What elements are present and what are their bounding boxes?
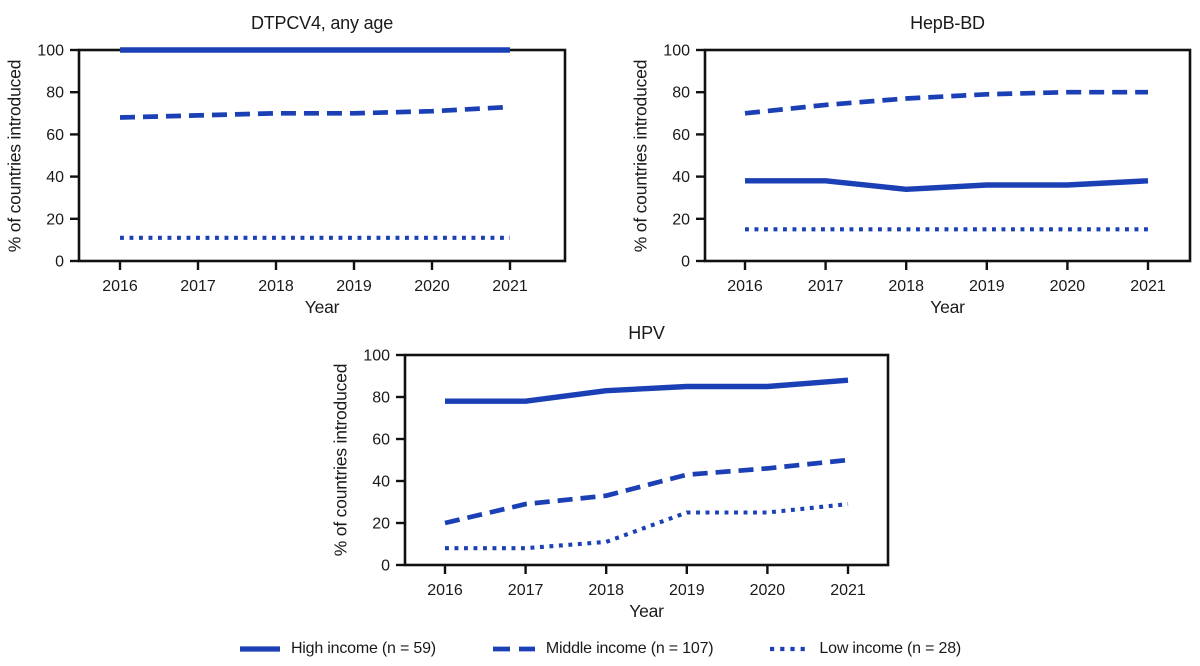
x-tick-label: 2019 <box>669 582 705 599</box>
x-tick-label: 2021 <box>1130 278 1166 295</box>
y-tick-label: 80 <box>372 390 390 407</box>
chart-panel-dtpcv4: DTPCV4, any age % of countries introduce… <box>5 13 567 317</box>
y-axis-label: % of countries introduced <box>4 59 25 252</box>
x-tick-label: 2016 <box>102 278 138 295</box>
x-tick-label: 2020 <box>414 278 450 295</box>
plot-frame <box>77 48 567 263</box>
y-tick-label: 20 <box>372 516 390 533</box>
x-tick-label: 2021 <box>492 278 528 295</box>
y-tick-label: 100 <box>663 43 690 60</box>
series-line-dashed <box>744 89 1148 116</box>
y-tick-label: 60 <box>46 127 64 144</box>
y-tick-label: 40 <box>46 169 64 186</box>
chart-panel-hpv: HPV % of countries introduced 0 20 40 60 80 1… <box>331 323 890 621</box>
x-tick-label: 2019 <box>336 278 372 295</box>
x-axis-label: Year <box>930 297 965 317</box>
dotted-line-swatch <box>770 646 809 652</box>
y-tick-label: 100 <box>37 43 64 60</box>
y-axis-label: % of countries introduced <box>330 363 351 557</box>
series-line-dashed <box>444 457 849 526</box>
y-tick-label: 80 <box>672 85 690 102</box>
y-axis-label: % of countries introduced <box>630 59 651 252</box>
chart-panel-hepb-bd: HepB-BD % of countries introduced 0 20 40 6… <box>631 13 1192 317</box>
x-tick-label: 2020 <box>1050 278 1086 295</box>
line-chart-hepb-bd: 0 20 40 60 80 100 2016 2017 2018 2019 2020 2021 <box>663 43 1192 295</box>
y-tick-label: 20 <box>46 211 64 228</box>
line-chart-hpv: 0 20 40 60 80 100 2016 2017 2018 2019 2020 2021 <box>363 348 890 599</box>
x-tick-label: 2018 <box>888 278 924 295</box>
series-line-solid <box>445 377 849 404</box>
x-tick-label: 2018 <box>588 582 624 599</box>
x-tick-label: 2017 <box>808 278 844 295</box>
legend-label: High income (n = 59) <box>290 640 436 657</box>
y-tick-label: 0 <box>681 254 690 271</box>
chart-title: HepB-BD <box>910 13 985 33</box>
chart-title: HPV <box>628 323 665 343</box>
y-tick-label: 40 <box>672 169 690 186</box>
y-tick-label: 0 <box>381 558 390 575</box>
legend-label: Middle income (n = 107) <box>545 640 714 657</box>
legend-label: Low income (n = 28) <box>819 640 962 657</box>
x-tick-label: 2017 <box>180 278 216 295</box>
chart-title: DTPCV4, any age <box>250 13 394 33</box>
y-tick-label: 100 <box>363 348 390 365</box>
legend: High income (n = 59) Middle income (n = … <box>0 635 1200 663</box>
series-line-dotted <box>445 502 849 551</box>
y-tick-label: 60 <box>672 127 690 144</box>
legend-item-high-income: High income (n = 59) <box>239 640 436 658</box>
y-tick-label: 80 <box>46 85 64 102</box>
x-tick-label: 2018 <box>258 278 294 295</box>
x-tick-label: 2016 <box>427 582 463 599</box>
y-tick-label: 60 <box>372 432 390 449</box>
y-tick-label: 20 <box>672 211 690 228</box>
dashed-line-swatch <box>492 646 535 652</box>
y-tick-label: 0 <box>55 254 64 271</box>
plot-frame <box>703 48 1192 263</box>
x-axis-label: Year <box>629 601 664 621</box>
series-line-dashed <box>119 104 511 120</box>
plot-frame <box>403 353 890 567</box>
x-axis-label: Year <box>304 297 340 317</box>
legend-item-middle-income: Middle income (n = 107) <box>492 640 714 658</box>
x-tick-label: 2017 <box>508 582 544 599</box>
x-tick-label: 2020 <box>750 582 786 599</box>
y-tick-label: 40 <box>372 474 390 491</box>
x-tick-label: 2021 <box>830 582 866 599</box>
x-tick-label: 2019 <box>969 278 1005 295</box>
series-line-solid <box>745 178 1149 193</box>
legend-item-low-income: Low income (n = 28) <box>769 640 961 658</box>
x-tick-label: 2016 <box>727 278 763 295</box>
line-chart-dtpcv4: 0 20 40 60 80 100 2016 2017 2018 2019 2020 2021 <box>37 43 567 295</box>
solid-line-swatch <box>239 646 280 652</box>
